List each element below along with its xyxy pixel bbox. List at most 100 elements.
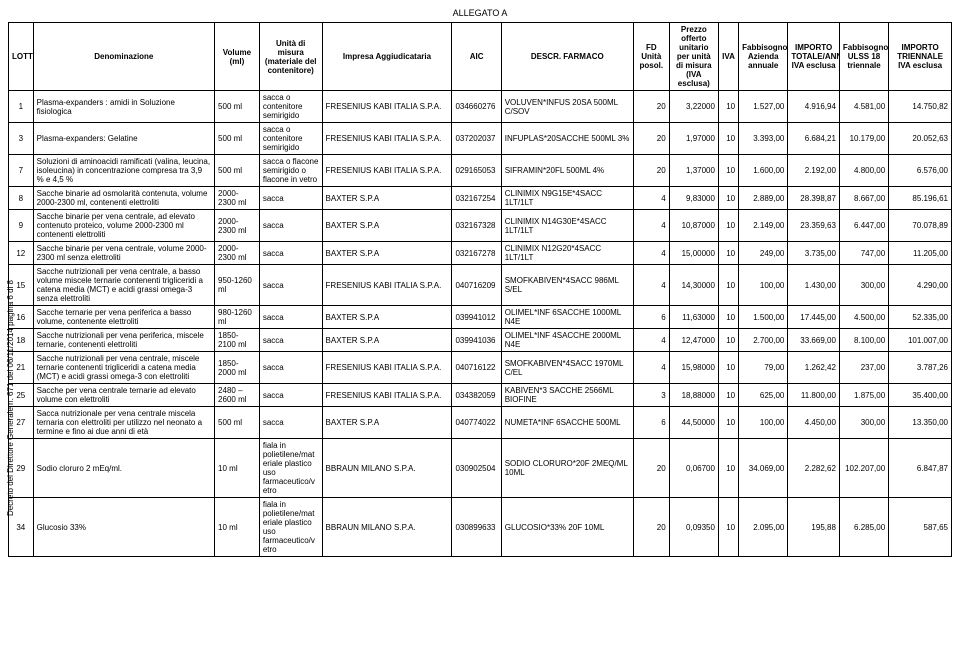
table-row: 15Sacche nutrizionali per vena centrale,… bbox=[9, 265, 952, 306]
cell-prezzo: 9,83000 bbox=[669, 187, 718, 210]
th-unita: Unità di misura (materiale del contenito… bbox=[259, 23, 322, 91]
cell-importotot: 28.398,87 bbox=[788, 187, 840, 210]
cell-fd: 4 bbox=[633, 329, 669, 352]
cell-unita: sacca bbox=[259, 210, 322, 242]
cell-vol: 2000-2300 ml bbox=[215, 210, 260, 242]
cell-iva: 10 bbox=[718, 329, 738, 352]
cell-fabbann: 3.393,00 bbox=[739, 123, 788, 155]
cell-descr: OLIMEL*INF 6SACCHE 1000ML N4E bbox=[501, 306, 633, 329]
cell-fabbann: 100,00 bbox=[739, 265, 788, 306]
cell-fd: 4 bbox=[633, 265, 669, 306]
cell-importotot: 4.450,00 bbox=[788, 407, 840, 439]
cell-fabbann: 2.095,00 bbox=[739, 498, 788, 557]
cell-aic: 034382059 bbox=[452, 384, 501, 407]
cell-unita: sacca bbox=[259, 384, 322, 407]
cell-denom: Plasma-expanders: Gelatine bbox=[33, 123, 214, 155]
cell-importotr: 3.787,26 bbox=[889, 352, 952, 384]
cell-lotto: 9 bbox=[9, 210, 34, 242]
table-row: 9Sacche binarie per vena centrale, ad el… bbox=[9, 210, 952, 242]
cell-vol: 500 ml bbox=[215, 155, 260, 187]
cell-fabbann: 1.500,00 bbox=[739, 306, 788, 329]
th-lotto: LOTTO bbox=[9, 23, 34, 91]
cell-descr: GLUCOSIO*33% 20F 10ML bbox=[501, 498, 633, 557]
cell-importotot: 23.359,63 bbox=[788, 210, 840, 242]
cell-fd: 20 bbox=[633, 439, 669, 498]
cell-vol: 500 ml bbox=[215, 123, 260, 155]
cell-prezzo: 1,37000 bbox=[669, 155, 718, 187]
cell-importotot: 11.800,00 bbox=[788, 384, 840, 407]
cell-importotr: 14.750,82 bbox=[889, 91, 952, 123]
cell-importotot: 3.735,00 bbox=[788, 242, 840, 265]
cell-impresa: BBRAUN MILANO S.P.A. bbox=[322, 439, 452, 498]
cell-prezzo: 15,98000 bbox=[669, 352, 718, 384]
cell-impresa: FRESENIUS KABI ITALIA S.P.A. bbox=[322, 123, 452, 155]
table-row: 18Sacche nutrizionali per vena periferic… bbox=[9, 329, 952, 352]
cell-vol: 1850-2000 ml bbox=[215, 352, 260, 384]
cell-fd: 20 bbox=[633, 498, 669, 557]
cell-denom: Sacche nutrizionali per vena centrale, m… bbox=[33, 352, 214, 384]
cell-descr: INFUPLAS*20SACCHE 500ML 3% bbox=[501, 123, 633, 155]
cell-fd: 20 bbox=[633, 155, 669, 187]
cell-vol: 10 ml bbox=[215, 439, 260, 498]
cell-unita: sacca bbox=[259, 242, 322, 265]
cell-importotot: 1.262,42 bbox=[788, 352, 840, 384]
cell-fabbann: 1.527,00 bbox=[739, 91, 788, 123]
cell-prezzo: 1,97000 bbox=[669, 123, 718, 155]
cell-denom: Plasma-expanders : amidi in Soluzione fi… bbox=[33, 91, 214, 123]
cell-prezzo: 0,06700 bbox=[669, 439, 718, 498]
th-fabbann: Fabbisogno Azienda annuale bbox=[739, 23, 788, 91]
cell-descr: CLINIMIX N14G30E*4SACC 1LT/1LT bbox=[501, 210, 633, 242]
cell-vol: 1850-2100 ml bbox=[215, 329, 260, 352]
cell-importotot: 33.669,00 bbox=[788, 329, 840, 352]
cell-prezzo: 18,88000 bbox=[669, 384, 718, 407]
th-aic: AIC bbox=[452, 23, 501, 91]
th-descr: DESCR. FARMACO bbox=[501, 23, 633, 91]
cell-impresa: FRESENIUS KABI ITALIA S.P.A. bbox=[322, 265, 452, 306]
cell-importotr: 6.847,87 bbox=[889, 439, 952, 498]
cell-aic: 040716122 bbox=[452, 352, 501, 384]
cell-unita: fiala in polietilene/mat eriale plastico… bbox=[259, 439, 322, 498]
cell-fabb18: 1.875,00 bbox=[839, 384, 888, 407]
cell-fabbann: 2.700,00 bbox=[739, 329, 788, 352]
cell-iva: 10 bbox=[718, 210, 738, 242]
cell-aic: 037202037 bbox=[452, 123, 501, 155]
cell-importotr: 20.052,63 bbox=[889, 123, 952, 155]
cell-descr: CLINIMIX N9G15E*4SACC 1LT/1LT bbox=[501, 187, 633, 210]
table-row: 16Sacche ternarie per vena periferica a … bbox=[9, 306, 952, 329]
cell-fabbann: 79,00 bbox=[739, 352, 788, 384]
cell-importotr: 587,65 bbox=[889, 498, 952, 557]
cell-descr: VOLUVEN*INFUS 20SA 500ML C/SOV bbox=[501, 91, 633, 123]
main-table: LOTTO Denominazione Volume (ml) Unità di… bbox=[8, 22, 952, 557]
cell-iva: 10 bbox=[718, 306, 738, 329]
cell-fabb18: 8.667,00 bbox=[839, 187, 888, 210]
th-vol: Volume (ml) bbox=[215, 23, 260, 91]
cell-descr: SMOFKABIVEN*4SACC 1970ML C/EL bbox=[501, 352, 633, 384]
cell-aic: 032167328 bbox=[452, 210, 501, 242]
cell-fd: 4 bbox=[633, 210, 669, 242]
cell-importotot: 195,88 bbox=[788, 498, 840, 557]
cell-impresa: BAXTER S.P.A bbox=[322, 306, 452, 329]
cell-denom: Sacche binarie per vena centrale, ad ele… bbox=[33, 210, 214, 242]
cell-prezzo: 44,50000 bbox=[669, 407, 718, 439]
cell-lotto: 12 bbox=[9, 242, 34, 265]
table-row: 3Plasma-expanders: Gelatine500 mlsacca o… bbox=[9, 123, 952, 155]
cell-denom: Glucosio 33% bbox=[33, 498, 214, 557]
cell-fabb18: 4.581,00 bbox=[839, 91, 888, 123]
cell-iva: 10 bbox=[718, 384, 738, 407]
cell-fabb18: 102.207,00 bbox=[839, 439, 888, 498]
cell-iva: 10 bbox=[718, 123, 738, 155]
cell-iva: 10 bbox=[718, 187, 738, 210]
cell-unita: sacca o flacone semirigido o flacone in … bbox=[259, 155, 322, 187]
cell-descr: SODIO CLORURO*20F 2MEQ/ML 10ML bbox=[501, 439, 633, 498]
cell-impresa: BAXTER S.P.A bbox=[322, 407, 452, 439]
cell-impresa: FRESENIUS KABI ITALIA S.P.A. bbox=[322, 384, 452, 407]
table-row: 29Sodio cloruro 2 mEq/ml.10 mlfiala in p… bbox=[9, 439, 952, 498]
cell-aic: 040716209 bbox=[452, 265, 501, 306]
cell-importotot: 2.282,62 bbox=[788, 439, 840, 498]
cell-unita: sacca o contenitore semirigido bbox=[259, 123, 322, 155]
th-iva: IVA bbox=[718, 23, 738, 91]
cell-impresa: BAXTER S.P.A bbox=[322, 210, 452, 242]
cell-descr: NUMETA*INF 6SACCHE 500ML bbox=[501, 407, 633, 439]
cell-vol: 2000-2300 ml bbox=[215, 242, 260, 265]
cell-vol: 2000-2300 ml bbox=[215, 187, 260, 210]
